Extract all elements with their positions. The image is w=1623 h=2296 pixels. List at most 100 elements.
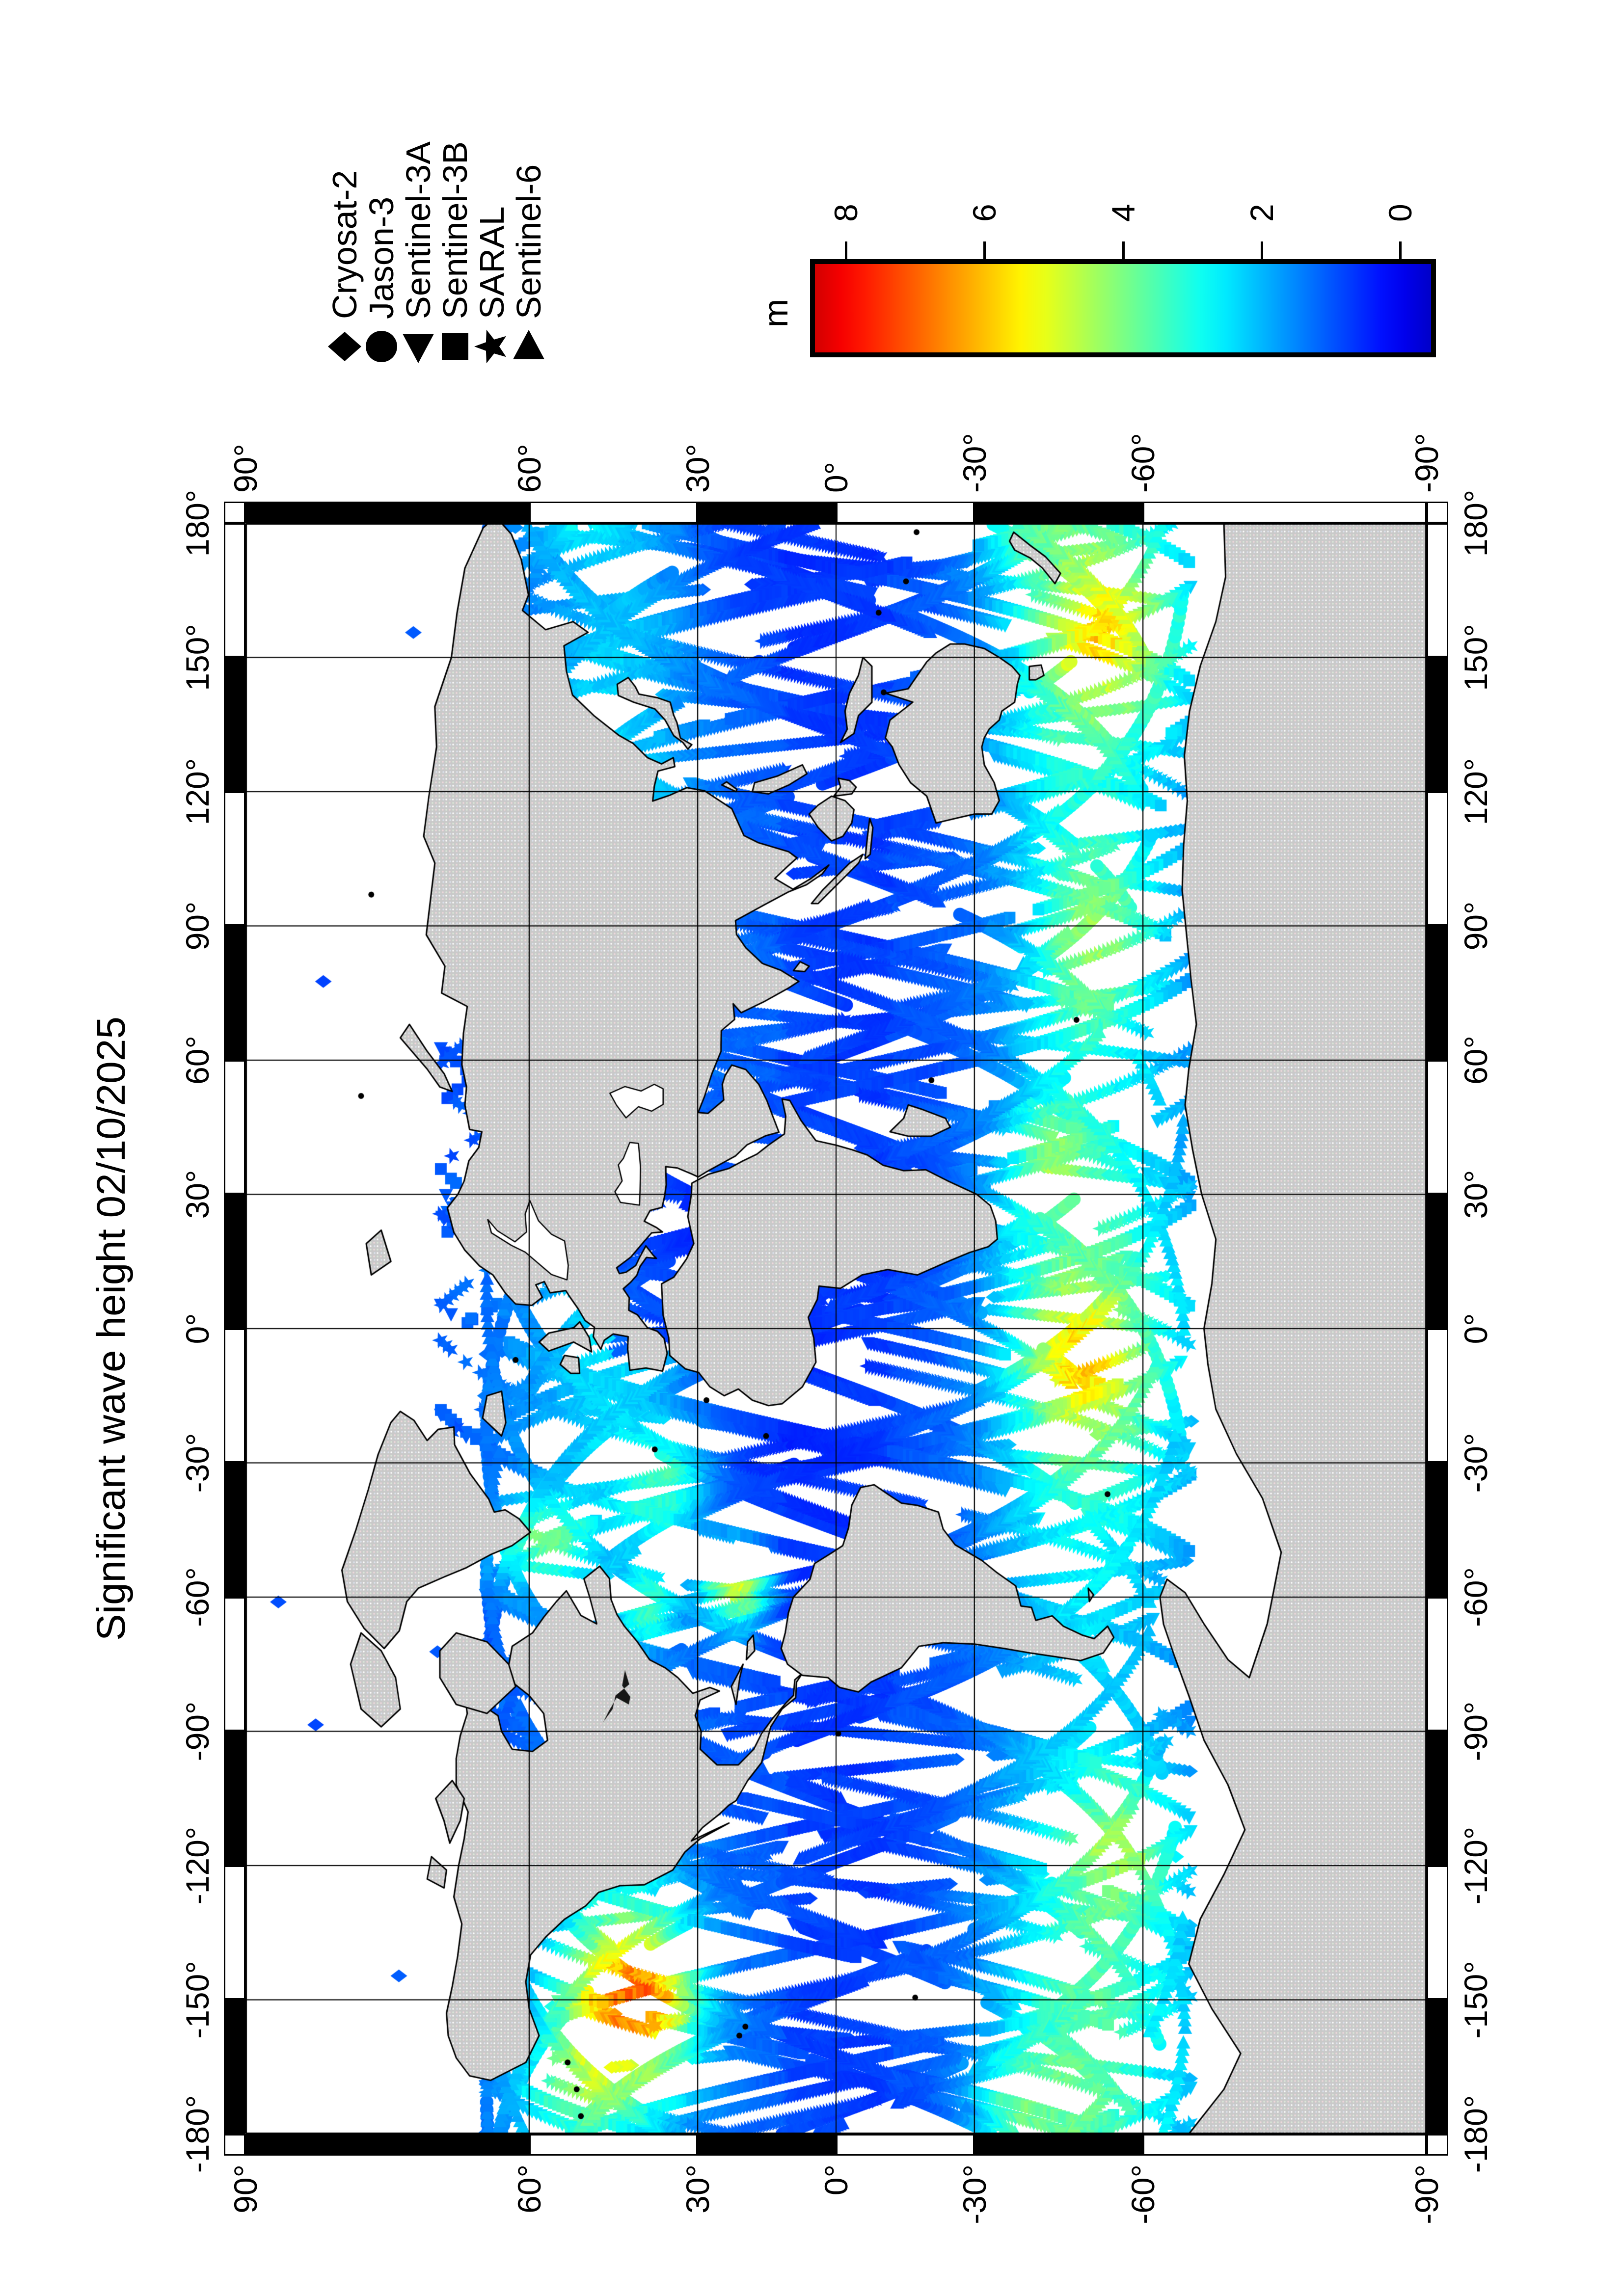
colorbar-tick-label: 6 (966, 204, 1003, 222)
colorbar-tick (845, 241, 848, 259)
lat-tick-label-right: -60° (1125, 433, 1162, 493)
lon-tick-label-top: 30° (179, 1170, 216, 1219)
lon-tick-label-bottom: 30° (1458, 1170, 1494, 1219)
frame-segment-left (1143, 2134, 1427, 2156)
frame-segment-bottom (1427, 1329, 1448, 1463)
lon-tick-label-top: 180° (179, 489, 216, 557)
frame-corner (224, 2134, 245, 2156)
lon-tick-label-bottom: 90° (1458, 901, 1494, 951)
frame-segment-bottom (1427, 1731, 1448, 1866)
lon-tick-label-top: -30° (179, 1433, 216, 1493)
star-icon (472, 326, 512, 367)
frame-segment-left (836, 2134, 974, 2156)
frame-segment-left (245, 2134, 529, 2156)
lon-tick-label-bottom: -60° (1458, 1567, 1494, 1627)
colorbar-tick (1122, 241, 1125, 259)
colorbar-tick (983, 241, 986, 259)
legend-item-label: Sentinel-6 (510, 164, 548, 319)
lat-tick-label-left: -90° (1408, 2164, 1445, 2224)
frame-corner (1427, 502, 1448, 523)
frame-segment-top (224, 657, 245, 792)
map-canvas (245, 523, 1427, 2134)
lon-tick-label-top: -180° (179, 2095, 216, 2173)
lon-tick-label-bottom: 150° (1458, 624, 1494, 691)
lon-tick-label-bottom: 180° (1458, 489, 1494, 557)
frame-segment-top (224, 523, 245, 658)
lat-tick-label-left: -30° (956, 2164, 993, 2224)
legend-item-jason-3: Jason-3 (362, 197, 401, 367)
lon-tick-label-bottom: 60° (1458, 1036, 1494, 1085)
frame-segment-right (529, 502, 698, 523)
frame-segment-top (224, 792, 245, 926)
frame-segment-bottom (1427, 1597, 1448, 1732)
lon-tick-label-top: 120° (179, 758, 216, 826)
lat-tick-label-left: -60° (1125, 2164, 1162, 2224)
frame-segment-right (974, 502, 1143, 523)
frame-segment-bottom (1427, 1866, 1448, 2000)
lon-tick-label-bottom: -120° (1458, 1826, 1494, 1905)
colorbar-tick (1260, 241, 1263, 259)
frame-segment-bottom (1427, 926, 1448, 1060)
frame-corner (224, 502, 245, 523)
legend-item-label: SARAL (473, 206, 511, 319)
lon-tick-label-top: -90° (179, 1701, 216, 1762)
frame-segment-left (974, 2134, 1143, 2156)
frame-segment-right (245, 502, 529, 523)
frame-segment-bottom (1427, 657, 1448, 792)
lat-tick-label-right: 0° (818, 461, 854, 493)
legend-item-sentinel-3b: Sentinel-3B (435, 141, 475, 367)
frame-segment-top (224, 2000, 245, 2134)
lat-tick-label-right: -90° (1408, 433, 1445, 493)
frame-segment-bottom (1427, 1463, 1448, 1597)
lon-tick-label-top: 60° (179, 1036, 216, 1085)
frame-segment-left (529, 2134, 698, 2156)
frame-segment-right (1143, 502, 1427, 523)
lon-tick-label-top: 150° (179, 624, 216, 691)
frame-segment-right (836, 502, 974, 523)
lat-tick-label-left: 30° (679, 2164, 716, 2214)
triangle-right-icon (509, 326, 548, 367)
lon-tick-label-top: 0° (179, 1313, 216, 1344)
lon-tick-label-bottom: -180° (1458, 2095, 1494, 2173)
lon-tick-label-bottom: -150° (1458, 1961, 1494, 2039)
colorbar-tick-label: 8 (828, 204, 865, 222)
legend-item-cryosat-2: Cryosat-2 (325, 170, 364, 367)
frame-segment-bottom (1427, 1194, 1448, 1329)
frame-segment-top (224, 1463, 245, 1597)
lon-tick-label-top: -120° (179, 1826, 216, 1905)
plot-title: Significant wave height 02/10/2025 (89, 1016, 134, 1641)
frame-segment-top (224, 926, 245, 1060)
lat-tick-label-left: 0° (818, 2164, 854, 2196)
lat-tick-label-right: 30° (679, 444, 716, 493)
colorbar-tick-label: 4 (1105, 204, 1141, 222)
frame-segment-left (698, 2134, 836, 2156)
frame-segment-top (224, 1329, 245, 1463)
legend-item-saral: SARAL (472, 206, 512, 367)
frame-segment-bottom (1427, 792, 1448, 926)
circle-icon (362, 326, 401, 367)
colorbar-gradient (810, 259, 1436, 357)
frame-segment-top (224, 1194, 245, 1329)
colorbar-tick-label: 2 (1243, 204, 1280, 222)
legend-item-label: Sentinel-3A (399, 141, 437, 319)
triangle-left-icon (399, 326, 438, 367)
frame-segment-top (224, 1731, 245, 1866)
lat-tick-label-right: -30° (956, 433, 993, 493)
frame-segment-bottom (1427, 523, 1448, 658)
frame-segment-top (224, 1597, 245, 1732)
world-map (245, 523, 1427, 2134)
lon-tick-label-bottom: -90° (1458, 1701, 1494, 1762)
frame-segment-bottom (1427, 1060, 1448, 1195)
frame-segment-top (224, 1866, 245, 2000)
colorbar-tick-label: 0 (1381, 204, 1418, 222)
legend-item-sentinel-6: Sentinel-6 (509, 164, 548, 367)
lon-tick-label-top: -150° (179, 1961, 216, 2039)
diamond-icon (325, 326, 364, 367)
legend-item-label: Jason-3 (362, 196, 401, 319)
colorbar-tick (1399, 241, 1402, 259)
frame-segment-right (698, 502, 836, 523)
lat-tick-label-left: 90° (227, 2164, 264, 2214)
lat-tick-label-right: 60° (511, 444, 547, 493)
colorbar-unit-label: m (757, 298, 795, 328)
